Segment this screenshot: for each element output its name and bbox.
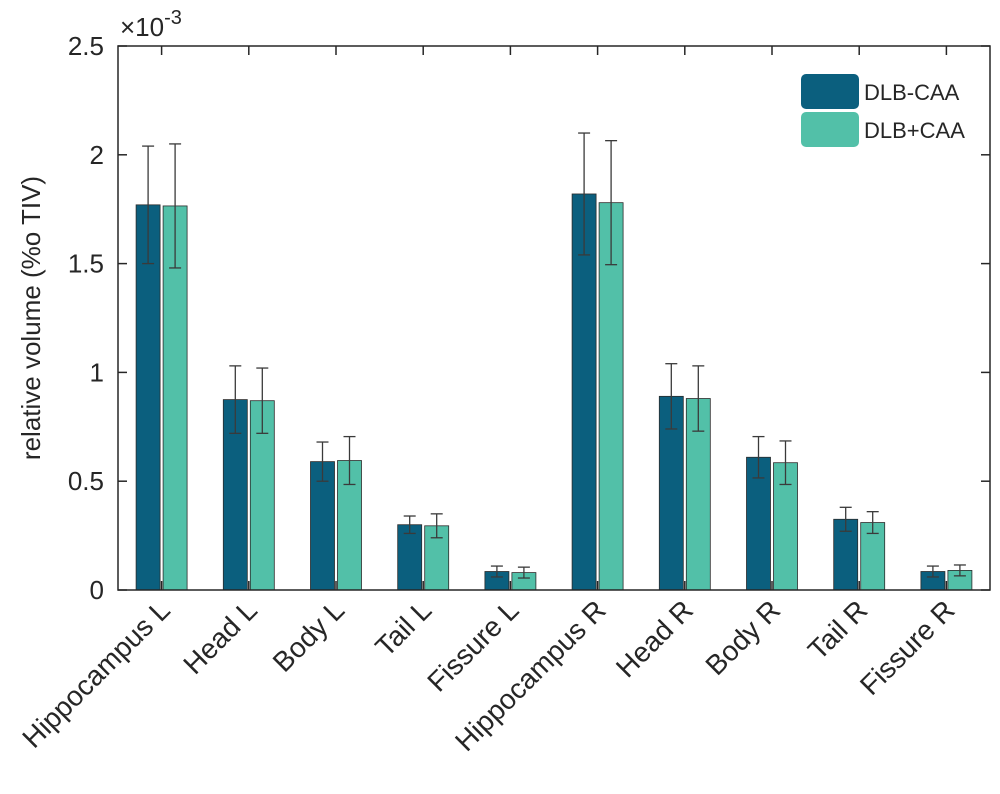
error-bars-layer — [142, 132, 966, 579]
bar-dlb-caa — [135, 204, 161, 591]
y-multiplier-base: ×10 — [120, 12, 164, 42]
bars-layer — [135, 193, 973, 591]
x-tick-label: Body L — [267, 594, 351, 678]
y-tick-label: 1 — [90, 357, 104, 387]
y-tick-label: 0 — [90, 575, 104, 605]
y-tick-label: 2.5 — [68, 31, 104, 61]
y-axis-label: relative volume (%o TIV) — [16, 176, 46, 460]
y-tick-label: 0.5 — [68, 466, 104, 496]
x-tick-label: Hippocampus L — [16, 594, 175, 753]
y-multiplier-label: ×10-3 — [120, 7, 182, 42]
plot-area-frame — [117, 45, 991, 591]
legend-label-dlb-caa: DLB-CAA — [864, 80, 960, 105]
y-multiplier-exponent: -3 — [164, 7, 182, 29]
bar-dlb-caa — [571, 193, 597, 591]
legend-label-dlb-plus-caa: DLB+CAA — [864, 118, 965, 143]
x-tick-label: Head R — [610, 594, 699, 683]
x-tick-label: Tail L — [369, 594, 437, 662]
legend-swatch-dlb-caa — [801, 74, 859, 109]
legend-swatch-dlb-plus-caa — [801, 112, 859, 147]
legend: DLB-CAA DLB+CAA — [801, 74, 965, 147]
x-tick-label: Fissure R — [854, 594, 961, 701]
bar-dlb-plus-caa — [249, 400, 275, 591]
y-tick-label: 2 — [90, 140, 104, 170]
x-tick-label: Body R — [699, 594, 786, 681]
bar-dlb-plus-caa — [162, 205, 188, 591]
y-tick-label: 1.5 — [68, 249, 104, 279]
y-axis: 0 0.5 1 1.5 2 2.5 — [68, 31, 990, 605]
x-tick-label: Tail R — [802, 594, 873, 665]
x-tick-label: Head L — [177, 594, 263, 680]
bar-dlb-caa — [397, 524, 423, 591]
x-tick-label: Hippocampus R — [449, 594, 612, 757]
